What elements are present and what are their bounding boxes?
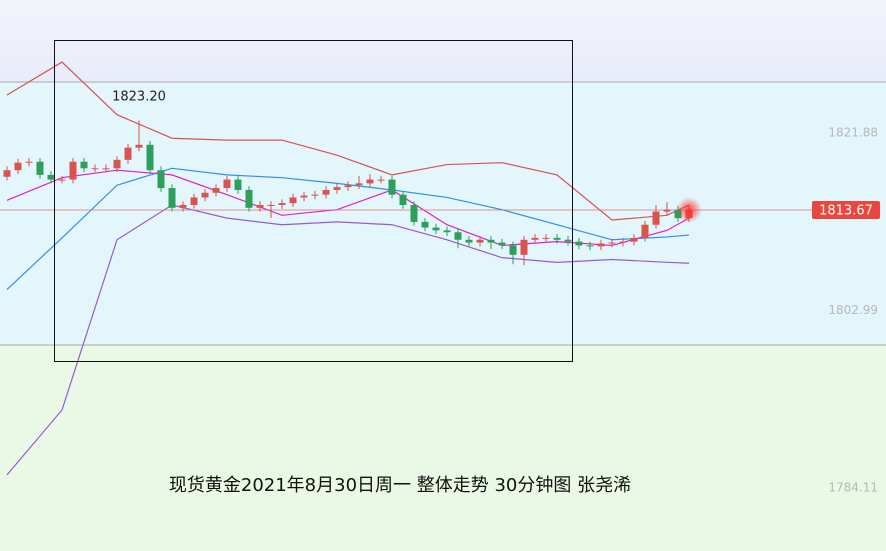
high-label: 1823.20 <box>112 90 166 105</box>
candle-body <box>641 224 649 238</box>
candle-body <box>36 161 44 175</box>
candle-body <box>564 239 572 242</box>
candle-body <box>663 209 671 212</box>
candle-body <box>553 237 561 240</box>
candle-body <box>575 241 583 246</box>
candle-body <box>542 237 550 239</box>
candle-body <box>14 162 22 171</box>
y-tick-label: 1784.11 <box>828 480 878 494</box>
candle-body <box>146 144 154 171</box>
candle-body <box>91 168 99 170</box>
candle-body <box>47 174 55 180</box>
candle-body <box>652 211 660 225</box>
candle-body <box>311 194 319 196</box>
last-price-box <box>812 200 880 219</box>
candle-body <box>476 239 484 243</box>
candle-body <box>168 188 176 208</box>
highlight-box <box>54 40 573 362</box>
candle-body <box>278 203 286 205</box>
candle-body <box>443 230 451 233</box>
candle-body <box>399 194 407 205</box>
candle-body <box>355 183 363 186</box>
indicator-line <box>6 167 690 291</box>
candle-body <box>377 179 385 181</box>
background-bottom <box>0 345 886 551</box>
indicator-line <box>6 61 690 221</box>
candle-body <box>3 170 11 177</box>
candle-body <box>520 239 528 255</box>
candle-body <box>157 170 165 189</box>
candle-body <box>333 187 341 190</box>
candle-body <box>454 232 462 240</box>
candle-body <box>509 245 517 255</box>
candle-body <box>267 204 275 206</box>
y-tick-label: 1802.99 <box>828 303 878 317</box>
candle-body <box>179 204 187 208</box>
candle-body <box>212 188 220 193</box>
background-middle <box>0 82 886 345</box>
candle-body <box>531 237 539 240</box>
candle-body <box>487 239 495 243</box>
candle-body <box>322 189 330 195</box>
candle-body <box>25 161 33 163</box>
candle-body <box>80 161 88 169</box>
candle-body <box>619 241 627 243</box>
candle-body <box>289 197 297 204</box>
candle-body <box>58 179 66 181</box>
chart-title: 现货黄金2021年8月30日周一 整体走势 30分钟图 张尧浠 <box>169 475 631 496</box>
candle-body <box>388 179 396 195</box>
candle-body <box>223 179 231 189</box>
candle-body <box>366 179 374 184</box>
candle-body <box>245 189 253 208</box>
plot <box>0 61 812 476</box>
candle-body <box>135 144 143 148</box>
candle-body <box>300 195 308 198</box>
candle-body <box>630 237 638 242</box>
candle-body <box>124 147 132 160</box>
y-tick-label: 1821.88 <box>828 125 878 139</box>
candle-body <box>597 243 605 247</box>
candle-body <box>113 159 121 169</box>
candle-body <box>465 239 473 243</box>
candle-body <box>69 161 77 180</box>
candle-body <box>410 204 418 222</box>
candle-body <box>344 185 352 188</box>
candle-body <box>421 221 429 228</box>
candle-body <box>256 204 264 208</box>
candle-body <box>608 242 616 244</box>
last-price-pulse <box>676 196 702 223</box>
candle-body <box>102 168 110 170</box>
indicator-line <box>6 204 690 476</box>
candle-body <box>586 245 594 247</box>
candle-body <box>432 227 440 231</box>
candle-body <box>201 192 209 198</box>
candle-body <box>190 197 198 205</box>
candle-body <box>498 242 506 246</box>
candle-body <box>234 179 242 190</box>
last-price-label: 1813.67 <box>819 203 873 218</box>
